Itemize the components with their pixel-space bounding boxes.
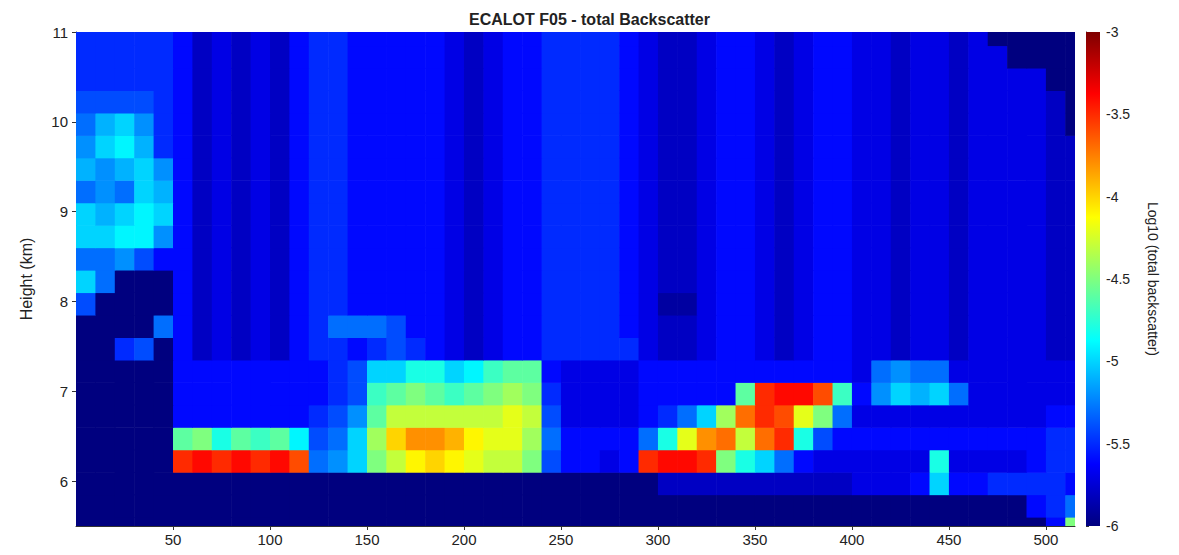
svg-text:-3.5: -3.5 (1106, 106, 1130, 122)
svg-text:6: 6 (60, 473, 68, 490)
svg-text:-5: -5 (1106, 353, 1119, 369)
svg-text:-4: -4 (1106, 189, 1119, 205)
svg-text:-6: -6 (1106, 518, 1119, 534)
svg-text:10: 10 (51, 113, 68, 130)
svg-text:9: 9 (60, 203, 68, 220)
svg-text:300: 300 (645, 531, 670, 548)
svg-text:8: 8 (60, 293, 68, 310)
svg-text:100: 100 (257, 531, 282, 548)
svg-text:-4.5: -4.5 (1106, 271, 1130, 287)
svg-text:450: 450 (936, 531, 961, 548)
svg-text:ECALOT F05 - total Backscatter: ECALOT F05 - total Backscatter (469, 11, 710, 28)
svg-text:11: 11 (52, 24, 68, 41)
svg-text:Log10 (total backscatter): Log10 (total backscatter) (1145, 202, 1161, 356)
svg-text:-5.5: -5.5 (1106, 436, 1130, 452)
svg-text:350: 350 (742, 531, 767, 548)
svg-text:150: 150 (354, 531, 379, 548)
svg-text:250: 250 (548, 531, 573, 548)
svg-text:-3: -3 (1106, 24, 1119, 40)
svg-text:500: 500 (1033, 531, 1058, 548)
svg-text:7: 7 (60, 383, 68, 400)
svg-text:200: 200 (451, 531, 476, 548)
svg-text:50: 50 (165, 531, 182, 548)
svg-text:400: 400 (839, 531, 864, 548)
svg-text:Height (km): Height (km) (18, 238, 35, 321)
